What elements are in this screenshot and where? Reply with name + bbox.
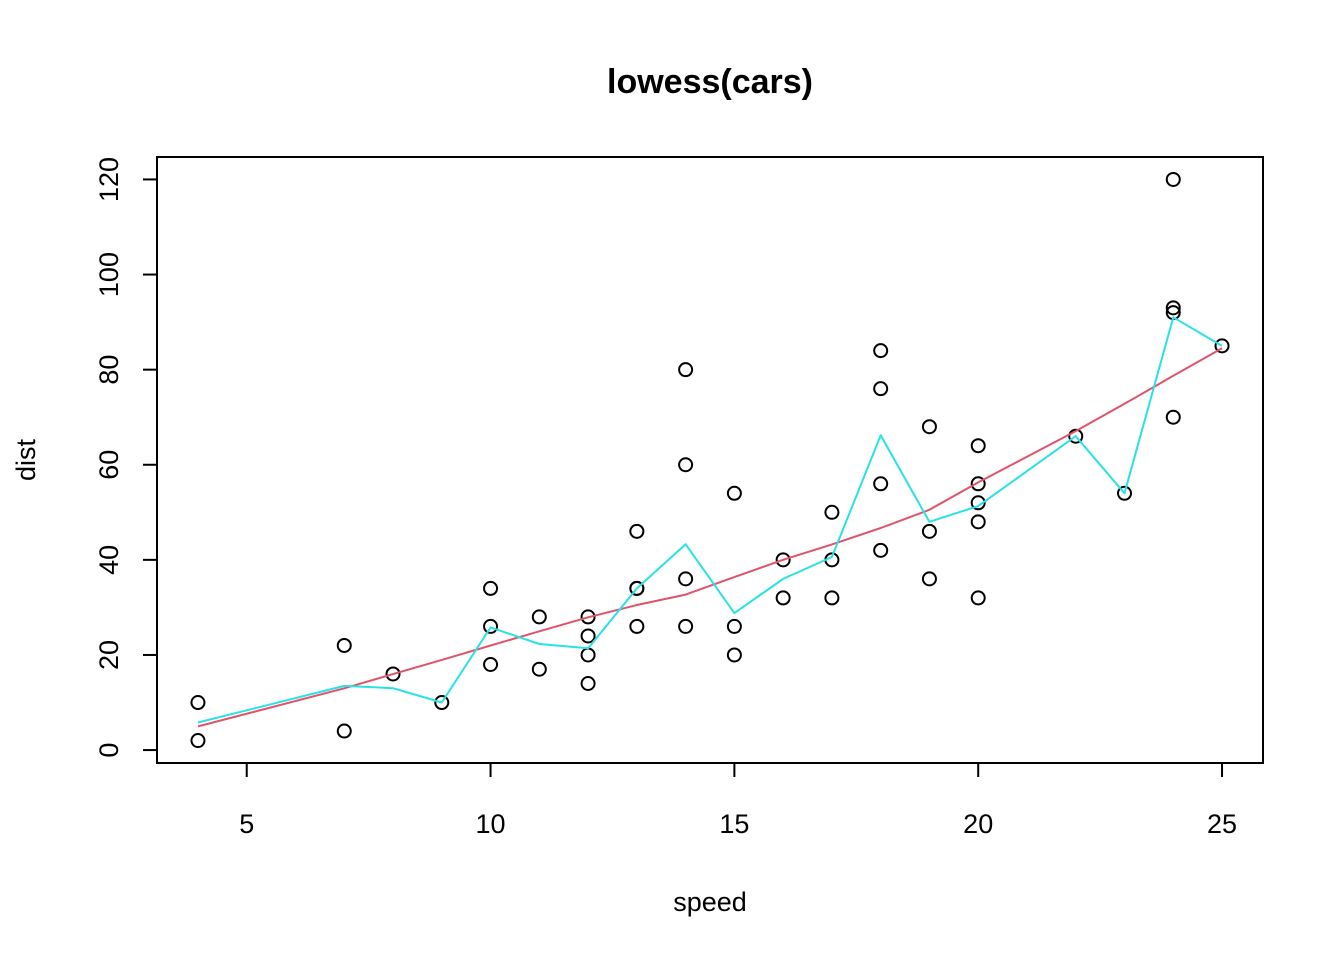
series-layer [197, 316, 1223, 728]
data-point-9 [531, 661, 547, 677]
x-tick-label-1: 10 [476, 809, 506, 839]
y-tick-label-5: 100 [94, 252, 124, 297]
data-point-12 [580, 647, 596, 663]
chart-title: lowess(cars) [607, 63, 813, 101]
data-point-24 [726, 618, 742, 634]
data-point-0 [190, 733, 206, 749]
y-tick-label-2: 40 [94, 545, 124, 575]
data-point-32 [873, 476, 889, 492]
y-tick-label-3: 60 [94, 450, 124, 480]
data-point-37 [921, 419, 937, 435]
data-point-33 [873, 381, 889, 397]
y-axis-label: dist [11, 439, 41, 482]
data-point-2 [336, 723, 352, 739]
data-point-7 [483, 618, 499, 634]
data-point-8 [483, 580, 499, 596]
data-point-34 [873, 343, 889, 359]
data-point-30 [824, 504, 840, 520]
data-point-17 [629, 580, 645, 596]
data-point-45 [1165, 409, 1181, 425]
y-tick-label-0: 0 [94, 743, 124, 758]
data-point-1 [190, 695, 206, 711]
data-point-48 [1165, 171, 1181, 187]
x-axis-label: speed [673, 887, 747, 917]
y-tick-label-1: 20 [94, 640, 124, 670]
x-tick-label-3: 20 [963, 809, 993, 839]
x-tick-label-2: 15 [719, 809, 749, 839]
data-point-44 [1117, 485, 1133, 501]
data-point-49 [1214, 338, 1230, 354]
data-point-39 [970, 514, 986, 530]
y-tick-label-6: 120 [94, 157, 124, 202]
data-point-47 [1165, 300, 1181, 316]
data-point-22 [678, 362, 694, 378]
data-point-42 [970, 438, 986, 454]
data-point-20 [678, 571, 694, 587]
data-point-25 [726, 485, 742, 501]
data-point-23 [726, 647, 742, 663]
data-point-40 [970, 495, 986, 511]
data-point-21 [678, 457, 694, 473]
data-point-26 [775, 590, 791, 606]
points-layer [190, 171, 1230, 749]
data-point-19 [678, 618, 694, 634]
data-point-6 [483, 656, 499, 672]
series-line-1 [197, 316, 1223, 724]
x-tick-label-0: 5 [239, 809, 254, 839]
data-point-3 [336, 637, 352, 653]
data-point-4 [385, 666, 401, 682]
y-axis: 0 20 40 60 80 100 120 [94, 157, 158, 758]
data-point-11 [580, 675, 596, 691]
data-point-41 [970, 476, 986, 492]
series-line-0 [197, 347, 1223, 728]
data-point-35 [921, 571, 937, 587]
data-point-27 [775, 552, 791, 568]
data-point-13 [580, 628, 596, 644]
data-point-43 [1068, 428, 1084, 444]
y-tick-label-4: 80 [94, 355, 124, 385]
data-point-10 [531, 609, 547, 625]
data-point-36 [921, 523, 937, 539]
data-point-15 [629, 618, 645, 634]
x-tick-label-4: 25 [1207, 809, 1237, 839]
data-point-28 [824, 590, 840, 606]
data-point-31 [873, 542, 889, 558]
data-point-5 [434, 695, 450, 711]
data-point-38 [970, 590, 986, 606]
data-point-18 [629, 523, 645, 539]
data-point-14 [580, 609, 596, 625]
x-axis: 5 10 15 20 25 [239, 762, 1237, 839]
